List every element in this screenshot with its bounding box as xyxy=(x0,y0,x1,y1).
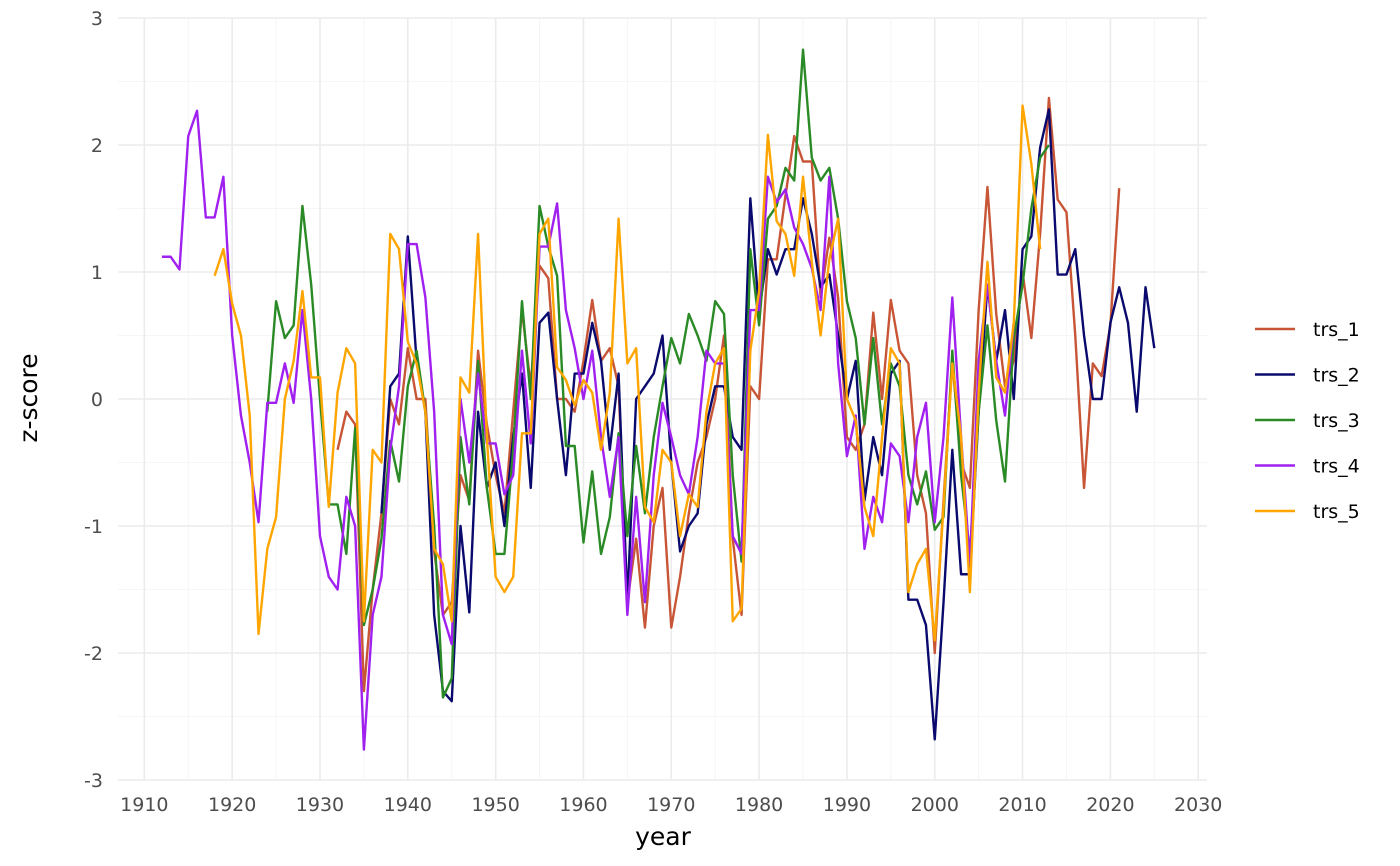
legend-label-trs_5: trs_5 xyxy=(1313,501,1360,523)
x-tick-label: 1960 xyxy=(559,794,607,816)
y-tick-label: 3 xyxy=(91,8,103,30)
x-tick-label: 2010 xyxy=(998,794,1046,816)
series-line-trs_4 xyxy=(161,109,1015,751)
x-tick-label: 2000 xyxy=(911,794,959,816)
y-axis-title: z-score xyxy=(14,353,43,442)
y-tick-label: -1 xyxy=(84,516,103,538)
y-tick-label: 0 xyxy=(91,389,103,411)
series-line-trs_3 xyxy=(266,48,1050,699)
x-tick-label: 1970 xyxy=(647,794,695,816)
legend-label-trs_2: trs_2 xyxy=(1313,365,1360,387)
series-lines xyxy=(161,48,1156,751)
y-axis-ticks: -3 -2 -1 0 1 2 3 xyxy=(84,8,103,792)
y-tick-label: 2 xyxy=(91,135,103,157)
legend: trs_1 trs_2 trs_3 trs_4 trs_5 xyxy=(1255,319,1360,523)
x-axis-ticks: 1910 1920 1930 1940 1950 1960 1970 1980 1990 2000… xyxy=(120,794,1222,816)
x-axis-title: year xyxy=(635,822,691,851)
legend-label-trs_1: trs_1 xyxy=(1313,319,1360,341)
series-line-trs_2 xyxy=(380,108,1156,741)
x-tick-label: 1920 xyxy=(208,794,256,816)
legend-label-trs_3: trs_3 xyxy=(1313,410,1360,432)
x-tick-label: 2030 xyxy=(1174,794,1222,816)
x-tick-label: 1930 xyxy=(296,794,344,816)
x-tick-label: 1910 xyxy=(120,794,168,816)
x-tick-label: 2020 xyxy=(1086,794,1134,816)
x-tick-label: 1990 xyxy=(823,794,871,816)
x-tick-label: 1980 xyxy=(735,794,783,816)
y-tick-label: -3 xyxy=(84,770,103,792)
major-gridlines xyxy=(118,17,1207,781)
x-tick-label: 1940 xyxy=(384,794,432,816)
series-line-trs_5 xyxy=(213,104,1042,642)
y-tick-label: -2 xyxy=(84,643,103,665)
y-tick-label: 1 xyxy=(91,262,103,284)
x-tick-label: 1950 xyxy=(471,794,519,816)
legend-label-trs_4: trs_4 xyxy=(1313,456,1360,478)
